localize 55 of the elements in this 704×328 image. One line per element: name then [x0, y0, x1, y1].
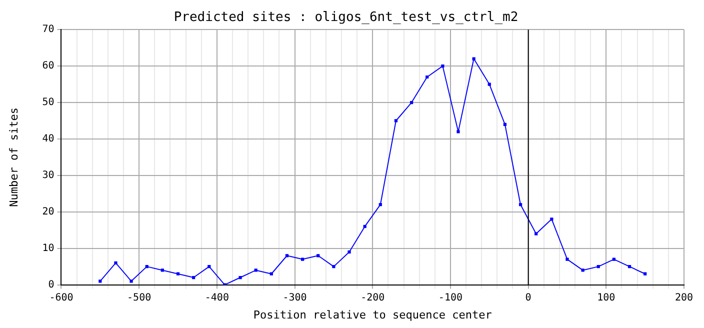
y-axis-title: Number of sites — [7, 108, 20, 207]
point — [114, 261, 118, 264]
point — [518, 203, 522, 206]
point — [145, 265, 148, 268]
point — [363, 224, 366, 228]
x-tick-label: 200 — [674, 292, 694, 304]
point — [254, 268, 258, 272]
point — [581, 268, 584, 272]
point — [301, 258, 304, 261]
point — [426, 75, 429, 79]
x-tick-label: -300 — [282, 292, 307, 304]
point — [488, 82, 491, 86]
point — [270, 272, 273, 276]
point — [503, 122, 507, 126]
point — [192, 276, 196, 280]
point — [378, 203, 382, 206]
x-tick-label: -500 — [127, 292, 152, 304]
point — [316, 254, 320, 258]
point — [394, 119, 398, 122]
point — [550, 218, 554, 221]
point — [348, 250, 351, 254]
x-tick-label: -600 — [49, 292, 74, 304]
x-tick-label: 0 — [525, 292, 532, 304]
point — [596, 265, 600, 268]
x-tick-label: -100 — [438, 292, 463, 304]
point — [176, 272, 180, 276]
point — [160, 268, 164, 272]
y-tick-label: 70 — [42, 24, 54, 36]
x-tick-label: -400 — [204, 292, 229, 304]
point — [566, 258, 569, 261]
y-tick-label: 50 — [42, 97, 54, 108]
y-tick-label: 0 — [48, 279, 54, 290]
x-tick-label: -200 — [360, 292, 385, 304]
x-axis-title: Position relative to sequence center — [253, 308, 492, 322]
y-tick-label: 10 — [42, 242, 54, 254]
y-tick-label: 40 — [42, 134, 54, 145]
point — [472, 57, 476, 60]
y-tick-label: 30 — [42, 170, 54, 182]
point — [534, 232, 538, 236]
point — [98, 280, 102, 283]
point — [238, 276, 242, 280]
point — [332, 265, 336, 268]
y-tick-label: 20 — [42, 206, 54, 218]
point — [410, 100, 414, 104]
x-tick-label: 100 — [597, 292, 616, 304]
point — [441, 64, 444, 68]
chart-title: Predicted sites : oligos_6nt_test_vs_ctrl_m2 — [174, 10, 518, 26]
point — [456, 130, 460, 134]
point — [612, 258, 616, 261]
point — [644, 272, 647, 276]
point — [208, 265, 211, 268]
y-tick-label: 60 — [42, 60, 54, 72]
point — [628, 265, 632, 268]
point — [285, 254, 289, 258]
point — [130, 280, 133, 283]
